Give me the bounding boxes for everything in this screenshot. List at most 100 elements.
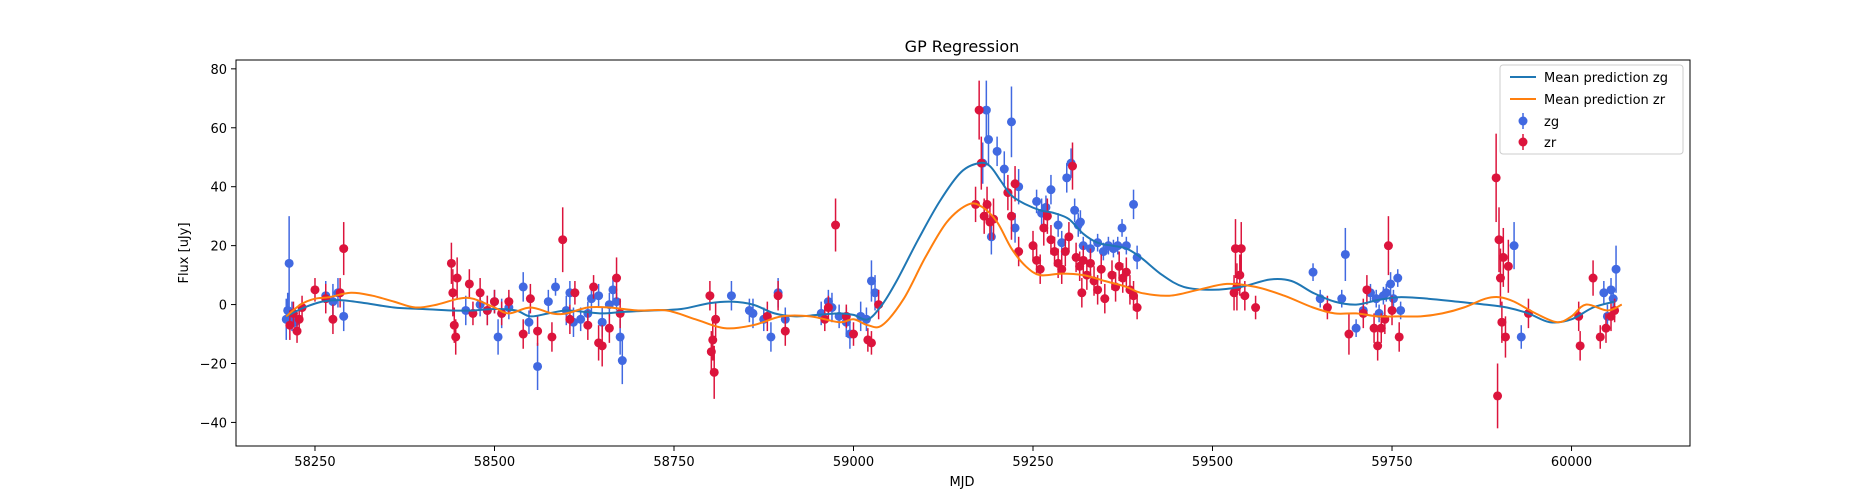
data-point-zr (464, 279, 474, 289)
data-point-zg (1046, 185, 1056, 195)
data-point-zr (612, 273, 622, 283)
data-point-zr (708, 335, 718, 345)
data-point-zr (604, 323, 614, 333)
data-point-zr (1497, 317, 1507, 327)
data-point-zr (1035, 264, 1045, 274)
x-axis-label: MJD (949, 475, 974, 490)
x-tick-label: 58500 (474, 455, 515, 470)
data-point-zg (615, 332, 625, 342)
data-point-zr (1362, 285, 1372, 295)
data-point-zr (1236, 244, 1246, 254)
data-point-zg (1010, 223, 1020, 233)
data-point-zr (518, 329, 528, 339)
data-point-zr (1235, 270, 1245, 280)
x-tick-label: 58250 (294, 455, 335, 470)
legend-label-zr-points: zr (1544, 136, 1557, 151)
data-point-zr (1096, 264, 1106, 274)
plot-area (281, 80, 1623, 429)
data-point-zr (1077, 288, 1087, 298)
y-tick-label: 80 (210, 63, 227, 78)
data-point-zg (981, 105, 991, 115)
data-point-zr (1107, 270, 1117, 280)
data-point-zr (1387, 305, 1397, 315)
data-point-zr (292, 326, 302, 336)
data-point-zg (533, 361, 543, 371)
data-point-zr (504, 297, 514, 307)
data-point-zr (1129, 291, 1139, 301)
data-point-zr (1010, 179, 1020, 189)
data-point-zr (773, 291, 783, 301)
data-point-zr (1057, 264, 1067, 274)
data-point-zr (1376, 323, 1386, 333)
data-point-zr (1595, 332, 1605, 342)
data-point-zr (705, 291, 715, 301)
data-point-zr (452, 273, 462, 283)
data-point-zr (570, 288, 580, 298)
data-point-zg (1509, 241, 1519, 251)
data-point-zr (1042, 211, 1052, 221)
data-point-zg (1396, 305, 1406, 315)
data-point-zr (1132, 303, 1142, 313)
data-point-zr (1494, 235, 1504, 245)
y-tick-label: −40 (200, 416, 227, 431)
chart-title: GP Regression (905, 37, 1020, 56)
data-point-zr (1601, 323, 1611, 333)
data-point-zr (448, 288, 458, 298)
data-point-zr (558, 235, 568, 245)
data-point-zr (1006, 211, 1016, 221)
legend-label-zg-line: Mean prediction zg (1544, 71, 1668, 86)
data-point-zg (999, 164, 1009, 174)
data-point-zg (551, 282, 561, 292)
legend-swatch-zr-point (1518, 137, 1528, 147)
data-point-zr (339, 244, 349, 254)
x-tick-label: 59250 (1012, 455, 1053, 470)
y-tick-label: 40 (210, 181, 227, 196)
data-point-zr (1588, 273, 1598, 283)
data-point-zr (533, 326, 543, 336)
data-point-zg (1611, 264, 1621, 274)
data-point-zr (547, 332, 557, 342)
data-point-zg (284, 258, 294, 268)
data-point-zg (1129, 199, 1139, 209)
data-point-zg (870, 288, 880, 298)
data-point-zg (1075, 217, 1085, 227)
mean-prediction-zr-line (285, 202, 1623, 330)
data-point-zr (446, 258, 456, 268)
data-point-zg (1393, 273, 1403, 283)
data-point-zg (1337, 294, 1347, 304)
y-axis: −40 −20 0 20 40 60 80 (200, 63, 236, 431)
data-point-zr (1394, 332, 1404, 342)
data-point-zr (1085, 258, 1095, 268)
y-tick-label: 0 (219, 299, 227, 314)
data-point-zg (1062, 173, 1072, 183)
data-point-zr (866, 338, 876, 348)
data-point-zr (1064, 232, 1074, 242)
data-point-zr (589, 282, 599, 292)
data-point-zg (594, 291, 604, 301)
x-axis: 58250 58500 58750 59000 59250 59500 59750 60000 (294, 446, 1592, 470)
data-point-zr (831, 220, 841, 230)
y-tick-label: −20 (200, 357, 227, 372)
data-point-zr (1014, 247, 1024, 257)
data-point-zr (1322, 303, 1332, 313)
data-point-zr (1067, 161, 1077, 171)
legend-swatch-zg-point (1518, 116, 1528, 126)
data-point-zr (489, 297, 499, 307)
data-point-zr (1078, 255, 1088, 265)
data-point-zg (1351, 323, 1361, 333)
data-point-zg (1032, 196, 1042, 206)
data-point-zr (1373, 341, 1383, 351)
data-point-zg (518, 282, 528, 292)
data-point-zr (1240, 291, 1250, 301)
x-tick-label: 59500 (1192, 455, 1233, 470)
data-point-zr (1071, 252, 1081, 262)
data-point-zg (576, 314, 586, 324)
data-point-zr (565, 314, 575, 324)
data-point-zg (726, 291, 736, 301)
data-point-zg (986, 232, 996, 242)
data-point-zg (1053, 220, 1063, 230)
data-point-zg (1386, 279, 1396, 289)
data-point-zr (1491, 173, 1501, 183)
data-point-zr (1060, 247, 1070, 257)
